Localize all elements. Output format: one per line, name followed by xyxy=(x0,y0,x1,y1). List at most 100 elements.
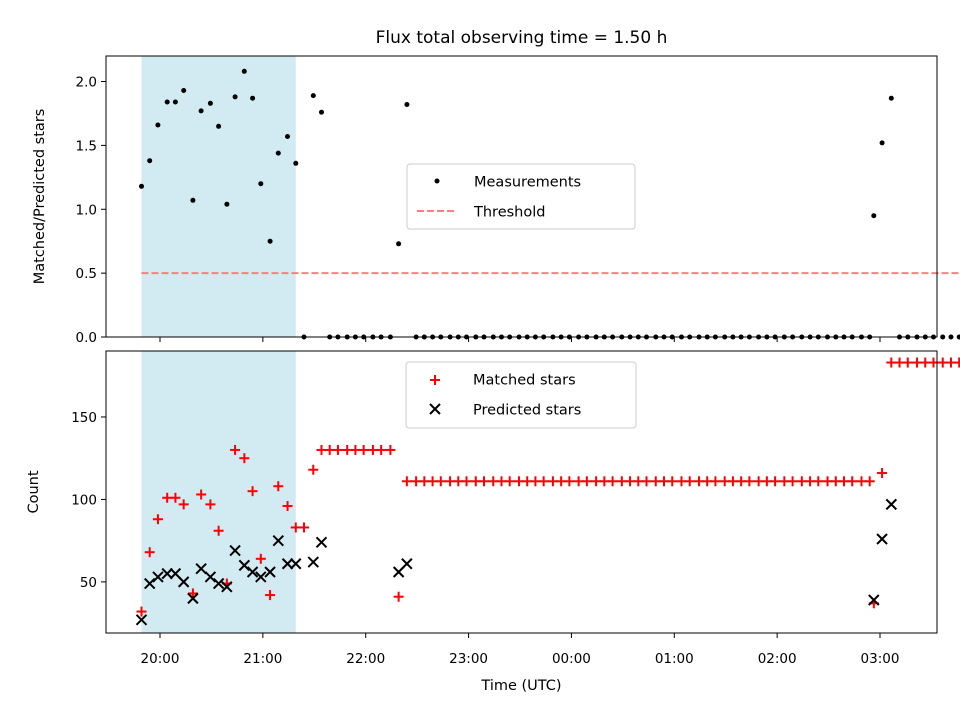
matched-point xyxy=(787,476,798,487)
measurement-point xyxy=(198,108,204,114)
legend-predicted-label: Predicted stars xyxy=(473,403,581,419)
legend-measurements-marker xyxy=(434,178,440,184)
matched-point xyxy=(247,486,258,497)
matched-point xyxy=(385,444,396,455)
measurement-point xyxy=(216,123,222,129)
matched-point xyxy=(461,476,472,487)
top-y-axis-label: Matched/Predicted stars xyxy=(32,109,48,285)
measurement-point xyxy=(258,181,264,187)
bottom-legend-box xyxy=(405,361,637,429)
top-shaded-region xyxy=(141,56,296,337)
predicted-point xyxy=(246,566,259,578)
predicted-point xyxy=(195,562,207,575)
matched-point xyxy=(864,476,875,487)
top-legend-box xyxy=(406,163,636,230)
bottom-panel-frame xyxy=(105,350,938,634)
bottom-series-matched xyxy=(136,357,960,617)
matched-point xyxy=(667,476,678,487)
x-tick-label: 23:00 xyxy=(449,651,488,667)
measurement-point xyxy=(190,197,196,203)
measurement-point xyxy=(241,68,247,74)
matched-point xyxy=(641,476,652,487)
matched-point xyxy=(332,444,343,455)
matched-point xyxy=(170,492,181,503)
measurement-point xyxy=(293,160,299,166)
matched-point xyxy=(504,476,515,487)
predicted-point xyxy=(187,592,199,605)
top-y-tick-label: 1.5 xyxy=(76,138,97,154)
measurement-point xyxy=(948,334,954,340)
predicted-point xyxy=(272,534,284,547)
legend-threshold-label: Threshold xyxy=(473,205,545,221)
top-y-tick-label: 0.0 xyxy=(76,330,97,346)
top-y-axis: 0.0 0.5 1.0 1.5 2.0 xyxy=(76,75,106,346)
matched-point xyxy=(564,476,575,487)
top-panel-frame xyxy=(105,55,938,338)
top-y-tick-label: 1.0 xyxy=(76,202,97,218)
matched-point xyxy=(607,476,618,487)
matched-point xyxy=(401,476,412,487)
legend-predicted-marker xyxy=(429,403,441,415)
matched-point xyxy=(152,514,163,525)
top-y-tick-label: 0.5 xyxy=(76,266,97,282)
matched-point xyxy=(744,476,755,487)
measurement-point xyxy=(147,158,153,164)
measurement-point xyxy=(275,150,281,156)
bottom-series-predicted xyxy=(135,498,898,626)
measurement-point xyxy=(207,100,213,106)
bottom-shaded-region xyxy=(141,351,296,633)
predicted-point xyxy=(255,571,267,583)
predicted-point xyxy=(177,576,190,588)
matched-point xyxy=(144,547,155,558)
measurement-point xyxy=(956,334,960,340)
matched-point xyxy=(299,522,309,533)
measurement-point xyxy=(181,88,187,93)
measurement-point xyxy=(879,140,885,146)
predicted-point xyxy=(144,577,156,590)
predicted-point xyxy=(161,567,173,580)
predicted-point xyxy=(264,566,276,578)
matched-point xyxy=(581,476,592,487)
measurement-point xyxy=(155,122,161,128)
bottom-x-axis: 20:00 21:00 22:00 23:00 00:00 01:00 02:00 03:00 xyxy=(141,633,899,667)
measurement-point xyxy=(396,241,402,247)
predicted-point xyxy=(221,581,233,593)
matched-point xyxy=(239,453,250,464)
matched-point xyxy=(538,476,549,487)
measurement-point xyxy=(139,183,144,189)
measurement-point xyxy=(172,99,178,105)
bottom-y-tick-label: 150 xyxy=(71,410,97,426)
matched-point xyxy=(435,476,446,487)
predicted-point xyxy=(281,558,294,570)
measurement-point xyxy=(871,213,877,219)
measurement-point xyxy=(404,102,410,107)
predicted-point xyxy=(885,498,898,511)
matched-point xyxy=(213,525,224,536)
x-tick-label: 21:00 xyxy=(243,651,282,667)
predicted-point xyxy=(135,614,148,626)
measurement-point xyxy=(164,99,170,105)
matched-point xyxy=(847,476,858,487)
matched-point xyxy=(770,476,781,487)
matched-point xyxy=(282,501,293,512)
matched-point xyxy=(308,464,319,475)
matched-point xyxy=(954,357,960,368)
matched-point xyxy=(136,606,147,617)
legend-matched-marker xyxy=(430,375,440,385)
measurement-point xyxy=(285,134,290,139)
predicted-point xyxy=(290,558,302,570)
chart-title: Flux total observing time = 1.50 h xyxy=(376,28,668,48)
top-y-tick-label: 2.0 xyxy=(76,75,97,91)
matched-point xyxy=(187,588,198,599)
predicted-point xyxy=(868,594,880,606)
x-tick-label: 02:00 xyxy=(758,651,797,667)
bottom-y-tick-label: 50 xyxy=(80,575,97,591)
legend-matched-label: Matched stars xyxy=(473,373,576,389)
matched-point xyxy=(230,444,241,455)
bottom-legend: Matched stars Predicted stars xyxy=(405,361,637,429)
measurement-point xyxy=(940,334,946,340)
x-tick-label: 01:00 xyxy=(655,651,694,667)
predicted-point xyxy=(229,544,241,557)
x-tick-label: 00:00 xyxy=(552,651,591,667)
